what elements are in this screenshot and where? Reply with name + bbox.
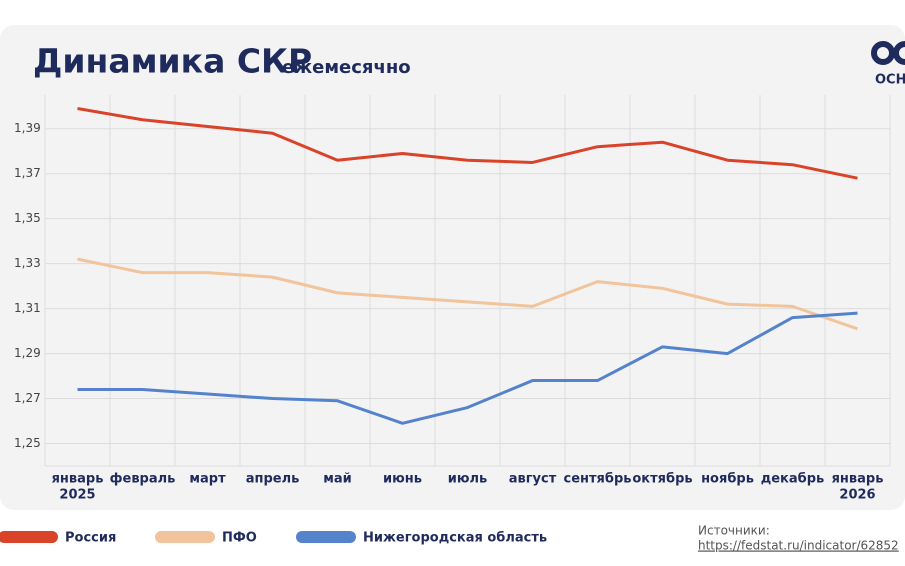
legend-label: Россия bbox=[65, 531, 116, 546]
x-tick-label: январь bbox=[832, 472, 884, 487]
legend-swatch bbox=[296, 531, 356, 543]
x-tick-year: 2026 bbox=[839, 488, 875, 503]
logo-mark bbox=[871, 41, 895, 65]
x-tick-label: август bbox=[509, 472, 557, 487]
x-tick-label: январь bbox=[52, 472, 104, 487]
x-tick-label: февраль bbox=[110, 472, 176, 487]
legend-label: ПФО bbox=[222, 531, 257, 546]
x-tick-label: ноябрь bbox=[701, 472, 754, 487]
x-tick-label: апрель bbox=[246, 472, 300, 487]
logo-mark bbox=[893, 41, 905, 65]
x-tick-label: март bbox=[189, 472, 226, 487]
y-tick-label: 1,31 bbox=[14, 301, 41, 315]
y-tick-label: 1,37 bbox=[14, 166, 41, 180]
y-tick-label: 1,33 bbox=[14, 256, 41, 270]
legend-label: Нижегородская область bbox=[363, 531, 547, 546]
x-tick-label: июль bbox=[448, 472, 488, 487]
y-tick-label: 1,29 bbox=[14, 346, 41, 360]
chart-subtitle: ежемесячно bbox=[282, 57, 411, 78]
card bbox=[0, 25, 905, 510]
x-tick-label: май bbox=[323, 472, 352, 487]
x-tick-year: 2025 bbox=[59, 488, 95, 503]
series-line bbox=[77, 311, 858, 425]
x-tick-label: сентябрь bbox=[564, 472, 632, 487]
source-link[interactable]: https://fedstat.ru/indicator/62852 bbox=[698, 539, 899, 553]
series-line bbox=[77, 107, 858, 180]
y-tick-label: 1,39 bbox=[14, 121, 41, 135]
legend-swatch bbox=[155, 531, 215, 543]
y-tick-label: 1,25 bbox=[14, 436, 41, 450]
y-tick-label: 1,27 bbox=[14, 391, 41, 405]
series-line bbox=[77, 257, 858, 331]
x-tick-label: июнь bbox=[383, 472, 422, 487]
logo: ОСН bbox=[871, 41, 905, 88]
legend-swatch bbox=[0, 531, 58, 543]
x-tick-label: октябрь bbox=[632, 472, 692, 487]
y-tick-label: 1,35 bbox=[14, 211, 41, 225]
source-label: Источники: bbox=[698, 524, 770, 538]
x-tick-label: декабрь bbox=[761, 472, 825, 487]
logo-text: ОСН bbox=[875, 73, 905, 88]
chart-title: Динамика СКР bbox=[33, 42, 312, 81]
